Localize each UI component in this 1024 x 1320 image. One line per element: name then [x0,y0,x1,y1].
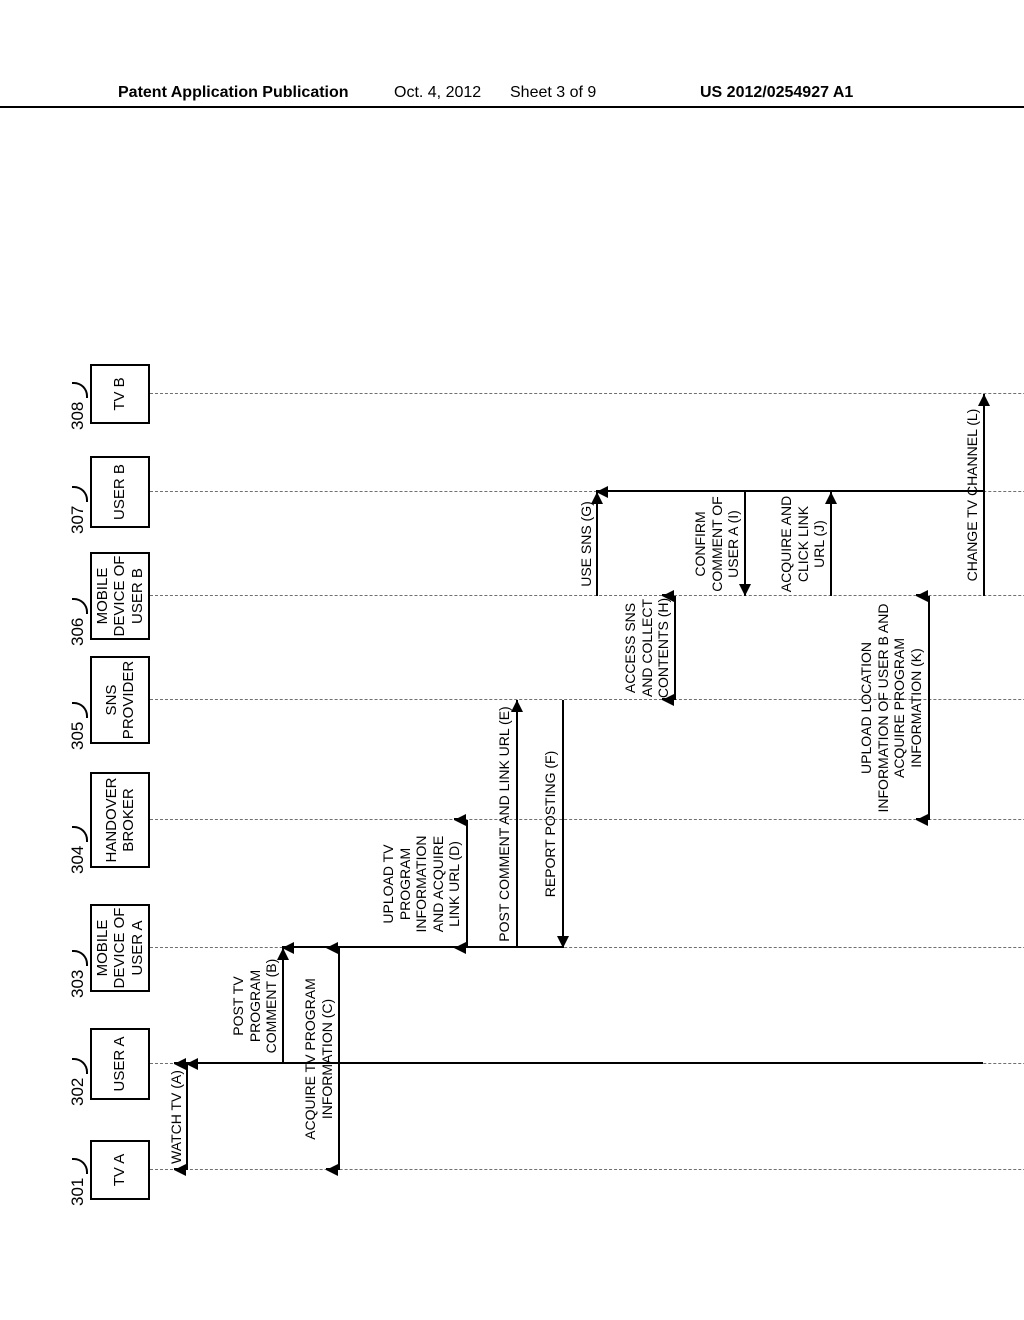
reference-number: 305 [68,722,88,750]
participant-box: MOBILEDEVICE OFUSER A [90,904,150,992]
reference-number: 304 [68,846,88,874]
message-line [983,394,985,596]
message-line [282,948,284,1064]
message-line [338,948,340,1170]
message-line [830,492,832,596]
sheet-number: Sheet 3 of 9 [510,84,596,102]
reference-arc [72,826,88,842]
reference-number: 303 [68,970,88,998]
arrow-head-icon [282,942,294,954]
message-line [674,596,676,700]
sequence-diagram: 301TV A302USER A303MOBILEDEVICE OFUSER A… [90,140,930,1200]
return-line [596,490,983,492]
reference-number: 302 [68,1078,88,1106]
message-label: ACCESS SNSAND COLLECTCONTENTS (H) [622,578,672,718]
message-label: REPORT POSTING (F) [542,700,559,948]
lifeline [150,393,1024,394]
reference-number: 306 [68,618,88,646]
reference-arc [72,598,88,614]
reference-number: 308 [68,402,88,430]
message-label: ACQUIRE ANDCLICK LINKURL (J) [778,474,828,614]
arrow-head-icon [511,700,523,712]
message-label: UPLOAD TVPROGRAMINFORMATIONAND ACQUIRELI… [380,814,463,954]
message-line [516,700,518,948]
reference-arc [72,382,88,398]
message-line [928,596,930,820]
message-label: USE SNS (G) [578,474,595,614]
reference-number: 301 [68,1178,88,1206]
reference-number: 307 [68,506,88,534]
message-label: CHANGE TV CHANNEL (L) [964,394,981,596]
arrow-head-icon [596,486,608,498]
message-line [596,492,598,596]
reference-arc [72,702,88,718]
participant-box: SNSPROVIDER [90,656,150,744]
message-label: CONFIRMCOMMENT OFUSER A (I) [692,474,742,614]
message-line [744,492,746,596]
arrow-head-icon [186,1058,198,1070]
reference-arc [72,1058,88,1074]
reference-arc [72,1158,88,1174]
message-label: UPLOAD LOCATIONINFORMATION OF USER B AND… [858,596,924,820]
participant-box: TV B [90,364,150,424]
publication-number: US 2012/0254927 A1 [700,84,853,102]
publication-label: Patent Application Publication [118,84,349,102]
message-label: ACQUIRE TV PROGRAMINFORMATION (C) [302,948,335,1170]
reference-arc [72,486,88,502]
publication-date: Oct. 4, 2012 [394,84,481,102]
lifeline [150,1169,1024,1170]
reference-arc [72,950,88,966]
message-line [562,700,564,948]
message-label: POST COMMENT AND LINK URL (E) [496,700,513,948]
participant-box: USER A [90,1028,150,1100]
return-line [186,1062,983,1064]
participant-box: MOBILEDEVICE OFUSER B [90,552,150,640]
participant-box: USER B [90,456,150,528]
message-line [466,820,468,948]
message-label: WATCH TV (A) [168,1047,185,1187]
message-line [186,1064,188,1170]
participant-box: HANDOVERBROKER [90,772,150,868]
message-label: POST TVPROGRAMCOMMENT (B) [230,936,280,1076]
return-line [282,946,562,948]
participant-box: TV A [90,1140,150,1200]
